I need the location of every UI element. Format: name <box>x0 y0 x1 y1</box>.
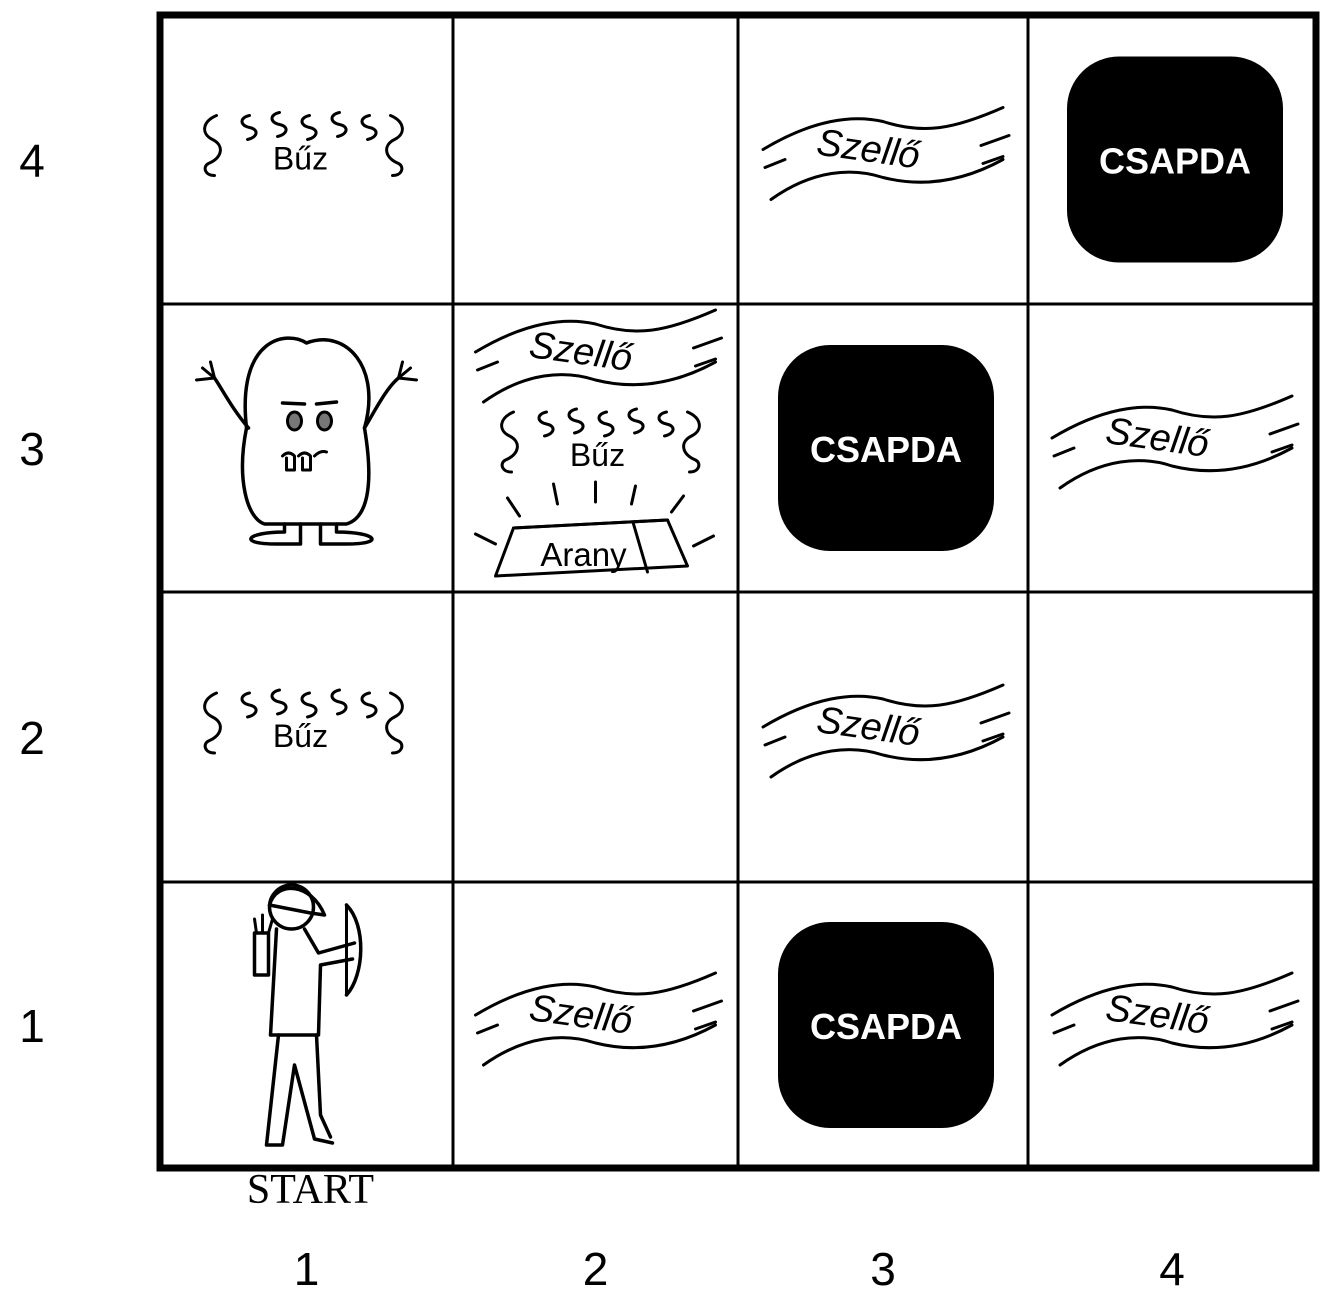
breeze-wind-icon <box>761 683 1011 779</box>
breeze-wind-icon <box>474 308 723 404</box>
wumpus-monster-icon <box>195 336 418 546</box>
column-label-4: 4 <box>1159 1243 1185 1295</box>
cell-2-1: Szellő <box>474 971 723 1067</box>
stench-label: Bűz <box>273 141 328 177</box>
stench-wavy-icon <box>203 111 404 177</box>
axis-labels: 1 2 3 4 4 3 2 1 <box>19 135 1185 1296</box>
cell-1-3 <box>195 336 418 546</box>
column-label-2: 2 <box>583 1243 609 1295</box>
stench-wavy-icon <box>500 407 701 474</box>
cell-3-3: CSAPDA <box>778 345 994 551</box>
column-label-3: 3 <box>870 1243 896 1295</box>
pit-black-box-icon <box>1067 56 1283 263</box>
stench-label: Bűz <box>273 718 328 754</box>
breeze-label: Szellő <box>1103 410 1212 466</box>
pit-label: CSAPDA <box>810 1006 962 1047</box>
breeze-wind-icon <box>761 106 1011 201</box>
cells: Bűz Szellő CSAPDA Szellő Bűz Arany CSAPDA Szell… <box>195 56 1300 1213</box>
cell-3-1: CSAPDA <box>778 922 994 1128</box>
breeze-wind-icon <box>1050 394 1300 490</box>
row-label-2: 2 <box>19 712 45 764</box>
row-label-1: 1 <box>19 1000 45 1052</box>
cell-1-1: START <box>247 883 374 1213</box>
cell-1-2: Bűz <box>203 688 404 755</box>
breeze-label: Szellő <box>814 699 923 755</box>
row-label-4: 4 <box>19 135 45 187</box>
breeze-label: Szellő <box>527 987 636 1043</box>
cell-4-4: CSAPDA <box>1067 56 1283 263</box>
archer-agent-icon <box>252 883 363 1147</box>
gold-bar-icon <box>474 480 715 578</box>
pit-black-box-icon <box>778 922 994 1128</box>
pit-label: CSAPDA <box>810 429 962 470</box>
pit-label: CSAPDA <box>1099 141 1251 182</box>
cell-2-3: Szellő Bűz Arany <box>474 308 723 578</box>
cell-4-1: Szellő <box>1050 971 1300 1067</box>
cell-4-3: Szellő <box>1050 394 1300 490</box>
breeze-wind-icon <box>474 971 723 1067</box>
breeze-label: Szellő <box>814 122 923 178</box>
stench-label: Bűz <box>570 437 625 473</box>
grid <box>156 11 1320 1172</box>
cell-3-2: Szellő <box>761 683 1011 779</box>
pit-black-box-icon <box>778 345 994 551</box>
breeze-wind-icon <box>1050 971 1300 1067</box>
breeze-label: Szellő <box>527 324 636 380</box>
cell-3-4: Szellő <box>761 106 1011 201</box>
cell-1-4: Bűz <box>203 111 404 177</box>
breeze-label: Szellő <box>1103 987 1212 1043</box>
stench-wavy-icon <box>203 688 404 755</box>
column-label-1: 1 <box>294 1243 320 1295</box>
row-label-3: 3 <box>19 423 45 475</box>
start-label: START <box>247 1167 374 1213</box>
gold-label: Arany <box>540 536 627 573</box>
grid-border <box>156 11 1320 1172</box>
